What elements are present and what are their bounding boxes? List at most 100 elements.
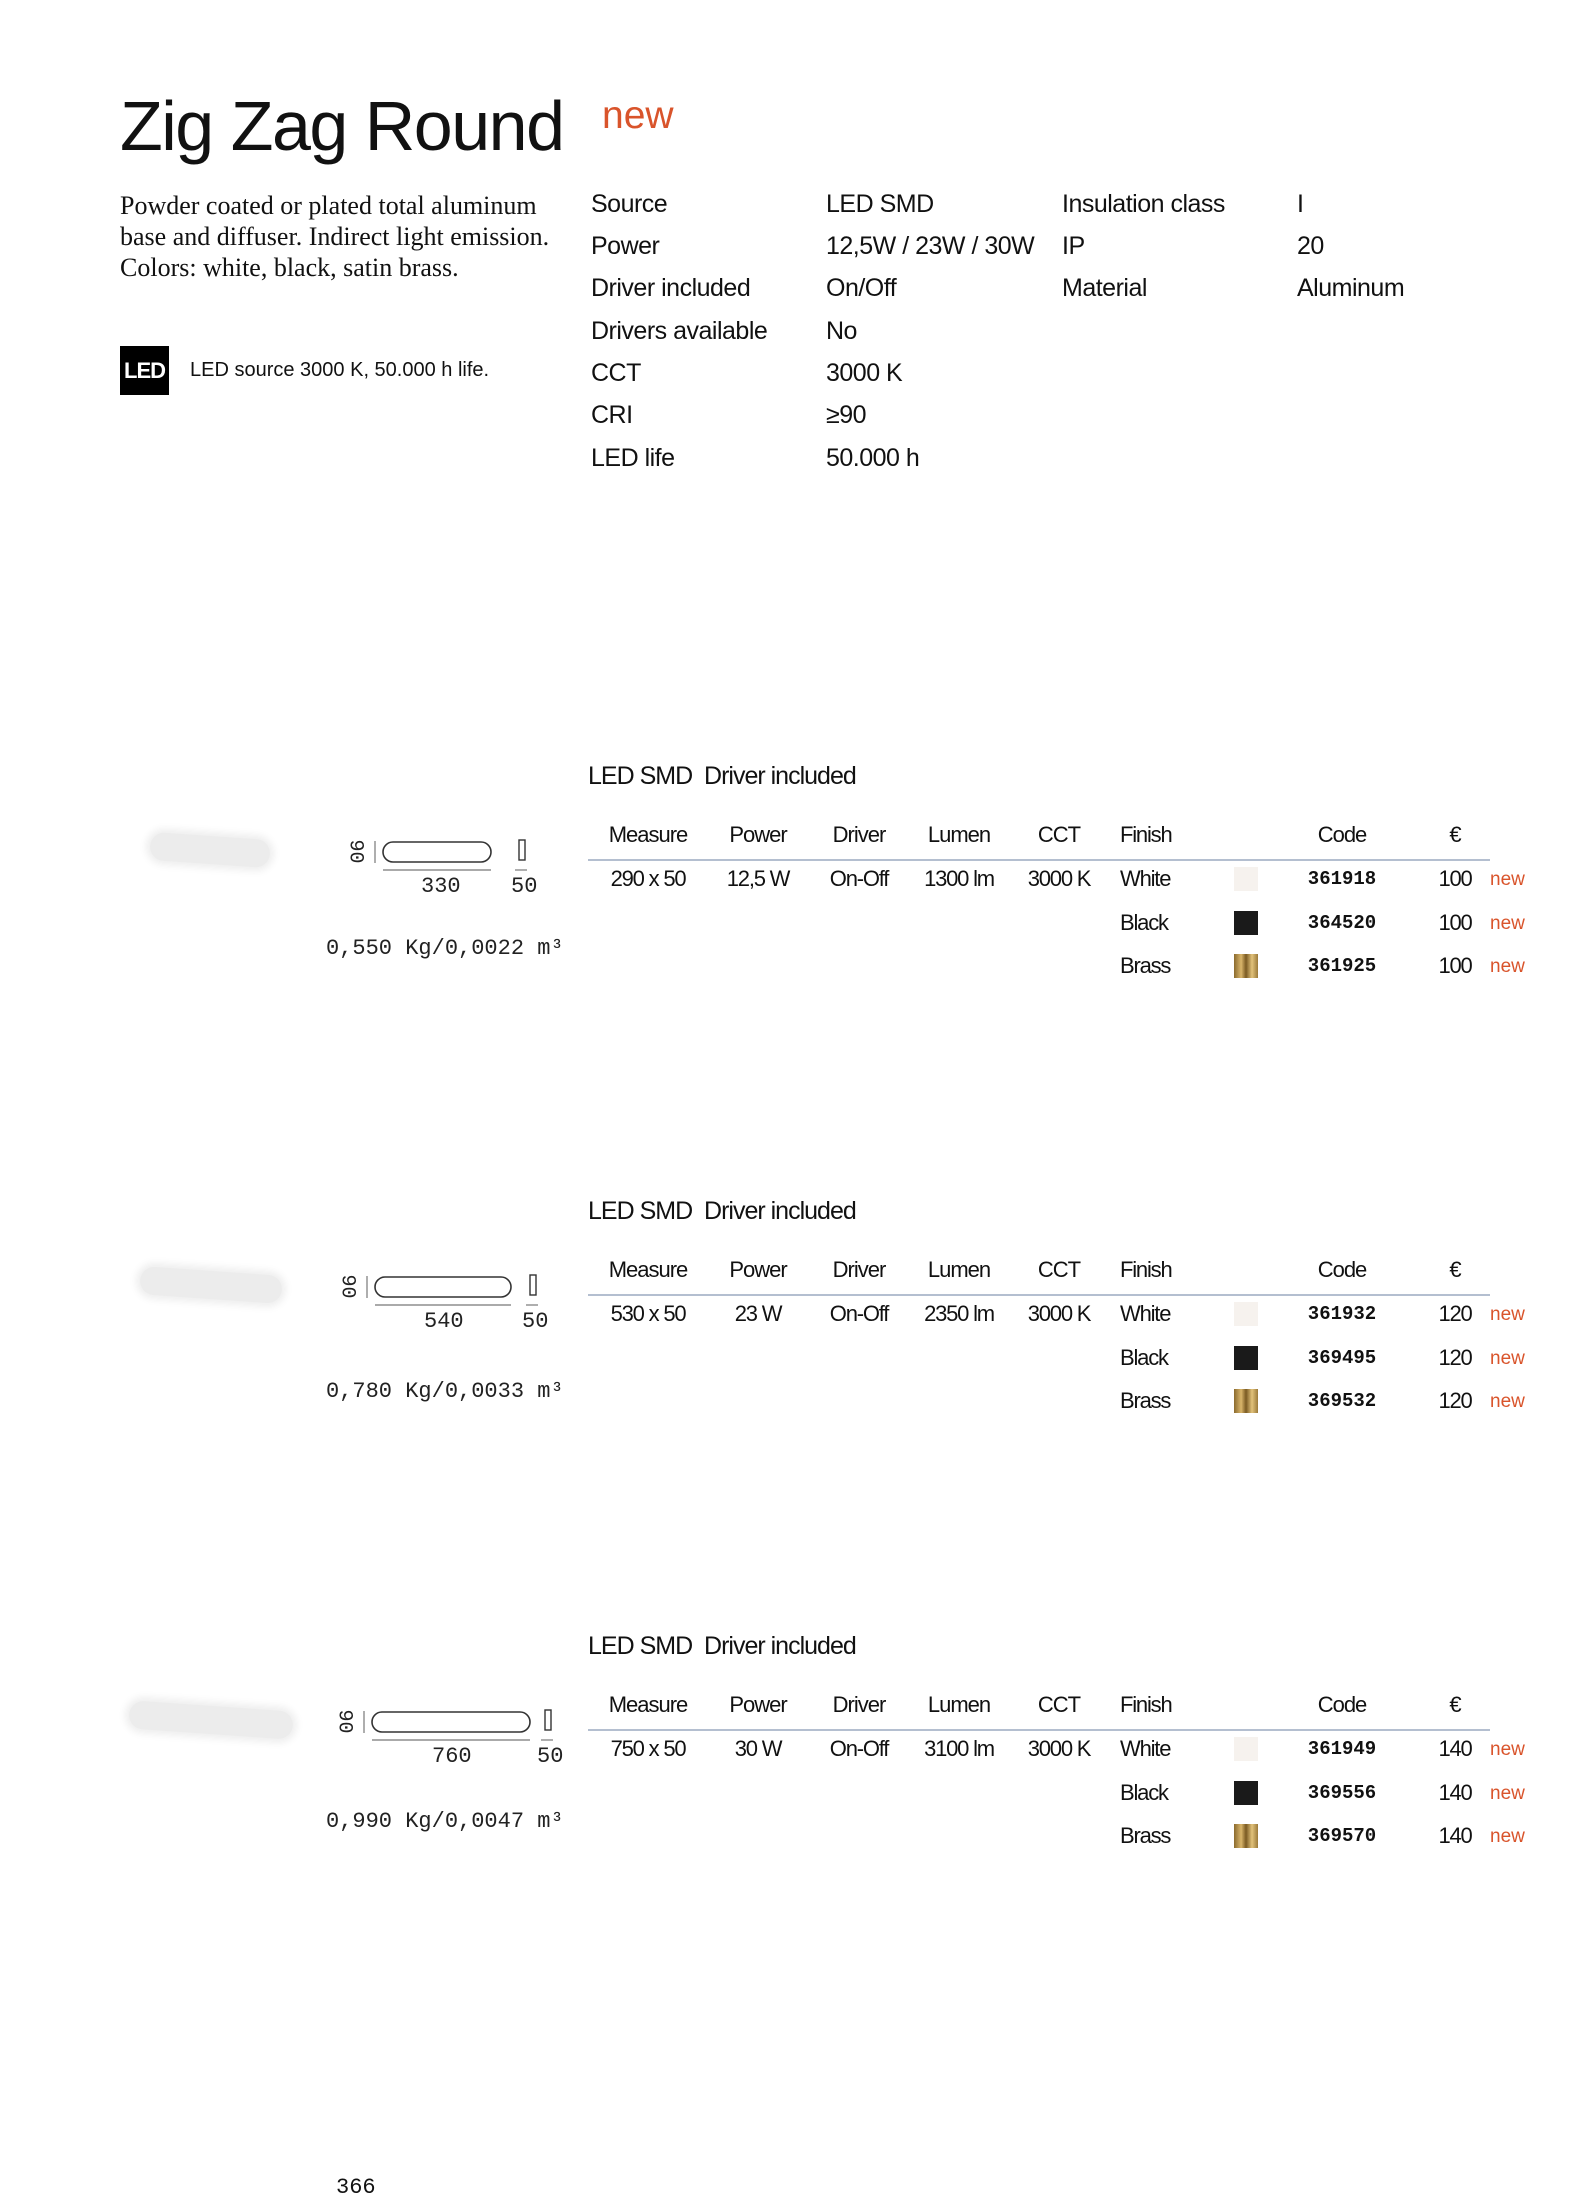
spec-label: Material: [1062, 274, 1147, 302]
finish: White: [1120, 866, 1171, 891]
side-view: [544, 1709, 552, 1731]
weight: 0,990 Kg/0,0047 m³: [326, 1809, 564, 1834]
swatch: [1234, 910, 1258, 935]
side-view: [518, 839, 526, 861]
column-header: €: [1449, 822, 1461, 847]
header-rule: [588, 1294, 1490, 1296]
finish: Black: [1120, 1779, 1169, 1805]
cell: 750 x 50: [610, 1736, 687, 1761]
dimension-drawing: [374, 839, 527, 871]
spec-label: Power: [591, 232, 660, 260]
price: 140: [1438, 1736, 1472, 1761]
finish: Black: [1120, 1344, 1169, 1370]
code: 369556: [1307, 1781, 1377, 1804]
column-header: Driver: [832, 1692, 887, 1717]
header-rule: [588, 1729, 1490, 1731]
weight: 0,780 Kg/0,0033 m³: [326, 1379, 564, 1404]
title: Zig Zag Round: [120, 87, 565, 165]
header-rule: [588, 859, 1490, 861]
code: 364520: [1307, 911, 1377, 934]
spec-value: I: [1297, 190, 1304, 218]
column-header: Power: [729, 822, 787, 847]
dimension-drawing: [366, 1274, 538, 1306]
dim-length: 540: [424, 1309, 464, 1334]
new-tag: new: [1490, 1347, 1525, 1369]
cell: 30 W: [734, 1736, 783, 1761]
finish: Brass: [1120, 1388, 1171, 1413]
cell: 530 x 50: [610, 1301, 687, 1326]
finish: Brass: [1120, 953, 1171, 978]
spec-value: 20: [1297, 232, 1324, 260]
dim-height: 90: [332, 1709, 356, 1734]
column-header: Measure: [608, 1692, 689, 1717]
new-tag: new: [1490, 912, 1525, 934]
side-view: [529, 1274, 537, 1296]
column-header: Lumen: [927, 822, 991, 847]
cell: 3000 K: [1027, 1736, 1092, 1761]
spec-value: Aluminum: [1297, 274, 1405, 302]
new-badge: new: [602, 94, 674, 137]
column-header: Lumen: [927, 1692, 991, 1717]
code: 361932: [1307, 1303, 1377, 1325]
profile: [382, 841, 492, 863]
cell: 1300 lm: [924, 866, 995, 891]
profile: [371, 1711, 531, 1733]
new-tag: new: [1490, 1739, 1525, 1760]
cell: On-Off: [829, 866, 890, 891]
code: 361949: [1307, 1738, 1377, 1760]
finish: White: [1120, 1736, 1171, 1761]
cell: 3100 lm: [924, 1736, 995, 1761]
column-header: €: [1449, 1257, 1461, 1282]
spec-label: Drivers available: [591, 317, 768, 345]
spec-value: 3000 K: [826, 359, 903, 387]
code: 369495: [1307, 1346, 1377, 1369]
dim-depth: 50: [537, 1744, 564, 1769]
dimension-drawing: [363, 1709, 553, 1741]
cell: 23 W: [734, 1301, 783, 1326]
new-tag: new: [1490, 1826, 1525, 1847]
dim-length: 330: [421, 874, 461, 899]
column-header: Code: [1317, 1692, 1368, 1717]
dim-height: 90: [343, 839, 367, 864]
column-header: Measure: [608, 822, 689, 847]
price: 140: [1438, 1779, 1472, 1805]
finish: Black: [1120, 909, 1169, 935]
profile: [374, 1276, 512, 1298]
swatch: [1234, 867, 1258, 891]
cell: 3000 K: [1027, 866, 1092, 891]
code: 361925: [1307, 955, 1377, 977]
section-heading: LED SMD Driver included: [588, 1632, 857, 1660]
column-header: Power: [729, 1257, 787, 1282]
cell: 290 x 50: [610, 866, 687, 891]
spec-label: IP: [1062, 232, 1085, 260]
section-heading: LED SMD Driver included: [588, 762, 857, 790]
spec-value: LED SMD: [826, 190, 934, 218]
column-header: Driver: [832, 822, 887, 847]
price: 140: [1438, 1823, 1472, 1848]
column-header: Code: [1317, 822, 1368, 847]
price: 100: [1438, 953, 1472, 978]
column-header: Lumen: [927, 1257, 991, 1282]
dim-depth: 50: [522, 1309, 549, 1334]
led-badge: LED: [120, 346, 169, 395]
cell: On-Off: [829, 1301, 890, 1326]
dim-depth: 50: [511, 874, 538, 899]
cell: 2350 lm: [924, 1301, 995, 1326]
swatch: [1234, 1824, 1258, 1848]
price: 100: [1438, 909, 1472, 935]
price: 100: [1438, 866, 1472, 891]
cell: 12,5 W: [726, 866, 791, 891]
column-header: CCT: [1037, 1257, 1081, 1282]
swatch: [1234, 1737, 1258, 1761]
dim-length: 760: [432, 1744, 472, 1769]
page-number: 366: [336, 2175, 376, 2200]
spec-value: 50.000 h: [826, 444, 920, 472]
cell: 3000 K: [1027, 1301, 1092, 1326]
price: 120: [1438, 1344, 1472, 1370]
spec-value: No: [826, 317, 857, 345]
finish: Brass: [1120, 1823, 1171, 1848]
dim-height: 90: [335, 1274, 359, 1299]
finish: White: [1120, 1301, 1171, 1326]
swatch: [1234, 1389, 1258, 1413]
